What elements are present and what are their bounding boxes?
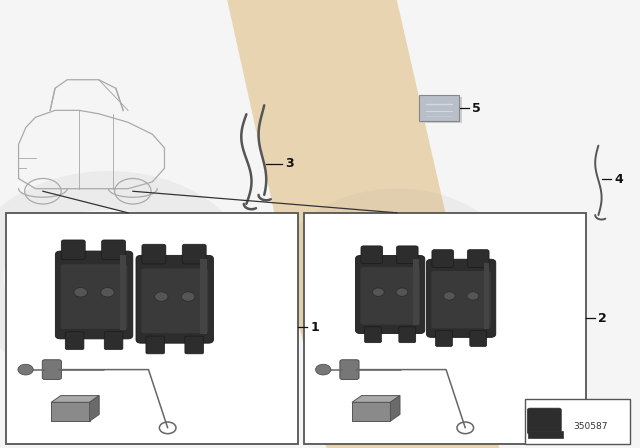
Text: 1: 1 — [310, 320, 319, 334]
Bar — [525, 399, 630, 444]
FancyBboxPatch shape — [142, 244, 166, 264]
FancyBboxPatch shape — [527, 408, 561, 434]
FancyBboxPatch shape — [182, 244, 206, 264]
Bar — [6, 213, 298, 444]
FancyBboxPatch shape — [61, 240, 85, 260]
FancyBboxPatch shape — [399, 327, 416, 343]
FancyBboxPatch shape — [141, 268, 208, 333]
FancyBboxPatch shape — [61, 264, 127, 329]
FancyBboxPatch shape — [435, 331, 452, 346]
FancyBboxPatch shape — [470, 331, 486, 346]
Text: 5: 5 — [472, 102, 481, 115]
Polygon shape — [352, 396, 400, 402]
Circle shape — [182, 292, 195, 302]
Bar — [51, 402, 90, 421]
FancyBboxPatch shape — [431, 271, 491, 328]
FancyBboxPatch shape — [484, 263, 490, 329]
Circle shape — [316, 364, 331, 375]
Circle shape — [74, 288, 88, 297]
Bar — [528, 431, 563, 438]
FancyBboxPatch shape — [136, 255, 214, 343]
FancyBboxPatch shape — [365, 327, 381, 343]
FancyBboxPatch shape — [65, 332, 84, 349]
Text: 3: 3 — [285, 157, 293, 170]
FancyBboxPatch shape — [340, 360, 359, 379]
FancyBboxPatch shape — [120, 254, 126, 330]
FancyBboxPatch shape — [426, 259, 496, 337]
FancyBboxPatch shape — [185, 336, 204, 354]
FancyBboxPatch shape — [102, 240, 125, 260]
Polygon shape — [390, 396, 400, 421]
Bar — [304, 213, 586, 444]
FancyBboxPatch shape — [104, 332, 123, 349]
Circle shape — [100, 288, 114, 297]
FancyBboxPatch shape — [396, 246, 418, 264]
Bar — [352, 402, 390, 421]
Text: 2: 2 — [598, 311, 607, 325]
FancyBboxPatch shape — [42, 360, 61, 379]
FancyBboxPatch shape — [419, 95, 459, 121]
Circle shape — [155, 292, 168, 302]
FancyBboxPatch shape — [146, 336, 164, 354]
Polygon shape — [51, 396, 99, 402]
Circle shape — [467, 292, 479, 300]
Bar — [422, 97, 462, 123]
Polygon shape — [90, 396, 99, 421]
FancyBboxPatch shape — [467, 250, 489, 267]
Circle shape — [396, 288, 408, 296]
Circle shape — [372, 288, 384, 296]
FancyBboxPatch shape — [56, 251, 133, 339]
Circle shape — [18, 364, 33, 375]
Polygon shape — [227, 0, 499, 448]
FancyBboxPatch shape — [413, 259, 419, 325]
FancyBboxPatch shape — [200, 259, 207, 334]
FancyBboxPatch shape — [360, 267, 420, 325]
FancyBboxPatch shape — [355, 255, 425, 334]
Text: 4: 4 — [614, 172, 623, 186]
Text: 350587: 350587 — [573, 422, 607, 431]
FancyBboxPatch shape — [432, 250, 454, 267]
Circle shape — [444, 292, 455, 300]
FancyBboxPatch shape — [361, 246, 383, 264]
